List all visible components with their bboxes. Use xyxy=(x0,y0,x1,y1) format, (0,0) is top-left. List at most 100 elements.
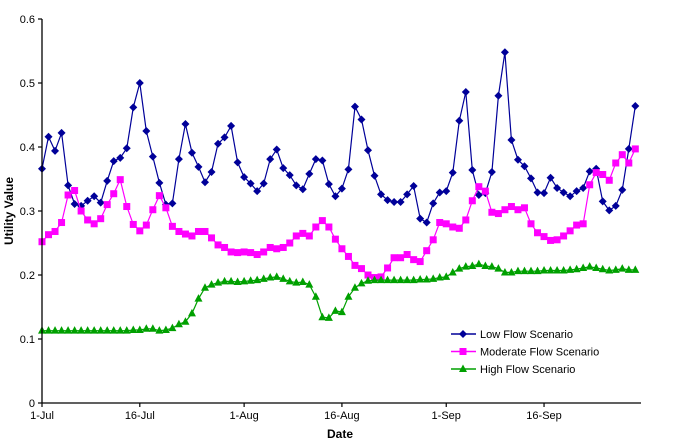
data-point xyxy=(279,243,287,251)
data-point xyxy=(247,249,255,257)
x-tick-label: 1-Sep xyxy=(432,410,461,422)
x-tick-label: 1-Aug xyxy=(229,410,258,422)
data-point xyxy=(520,162,529,171)
data-point xyxy=(135,325,144,334)
data-point xyxy=(266,243,274,251)
data-point xyxy=(77,326,86,334)
data-point xyxy=(103,176,112,185)
data-point xyxy=(448,267,457,276)
data-point xyxy=(155,178,164,187)
data-point xyxy=(618,185,627,194)
data-point xyxy=(136,227,144,235)
y-tick-label: 0.6 xyxy=(20,14,35,26)
data-point xyxy=(546,266,555,274)
data-point xyxy=(377,275,386,284)
data-point xyxy=(344,252,352,260)
data-point xyxy=(155,326,164,334)
data-point xyxy=(123,203,131,211)
data-point xyxy=(331,235,339,243)
data-point xyxy=(461,262,470,270)
data-point xyxy=(396,275,405,284)
data-point xyxy=(553,183,562,192)
series-high-flow-scenario xyxy=(38,259,640,334)
data-point xyxy=(416,258,424,266)
data-point xyxy=(357,265,365,273)
data-point xyxy=(168,323,177,332)
data-point xyxy=(403,190,412,199)
data-point xyxy=(455,224,463,232)
data-point xyxy=(71,187,79,195)
data-point xyxy=(311,292,320,300)
data-point xyxy=(494,91,503,100)
data-point xyxy=(416,214,425,223)
data-point xyxy=(494,264,503,272)
data-point xyxy=(487,262,496,270)
data-point xyxy=(598,264,607,273)
data-point xyxy=(527,174,535,183)
data-point xyxy=(540,189,549,198)
data-point xyxy=(240,276,249,285)
data-point xyxy=(181,119,190,128)
data-point xyxy=(96,198,105,207)
data-point xyxy=(605,266,614,274)
data-point xyxy=(364,146,372,155)
data-point xyxy=(266,155,275,164)
data-point xyxy=(181,230,189,238)
data-point xyxy=(384,264,392,272)
y-tick-label: 0.5 xyxy=(20,78,35,90)
data-point xyxy=(272,272,281,280)
data-point xyxy=(168,222,176,230)
data-point xyxy=(383,275,392,284)
data-point xyxy=(312,223,320,231)
data-point xyxy=(246,276,255,284)
data-point xyxy=(592,263,601,271)
data-point xyxy=(174,319,183,328)
data-point xyxy=(142,324,151,332)
data-point xyxy=(572,187,581,196)
data-point xyxy=(90,220,98,228)
data-point xyxy=(109,157,118,166)
data-point xyxy=(318,312,327,321)
data-point xyxy=(142,221,150,229)
data-point xyxy=(422,218,431,227)
data-point xyxy=(631,265,640,273)
data-point xyxy=(64,181,73,190)
data-point xyxy=(220,276,229,285)
data-point xyxy=(351,261,359,269)
data-point xyxy=(397,254,405,262)
data-point xyxy=(207,167,216,176)
data-point xyxy=(573,221,581,229)
data-point xyxy=(579,220,587,228)
data-point xyxy=(468,166,477,175)
data-point xyxy=(423,247,431,255)
data-point xyxy=(442,220,450,228)
data-point xyxy=(579,183,588,192)
data-point xyxy=(64,326,73,334)
data-point xyxy=(598,197,607,206)
data-point xyxy=(57,128,66,137)
data-point xyxy=(129,325,138,334)
data-point xyxy=(624,144,633,153)
y-tick-label: 0.4 xyxy=(20,142,35,154)
data-point xyxy=(214,241,222,249)
data-point xyxy=(318,217,326,225)
data-point xyxy=(416,274,425,283)
data-point xyxy=(442,272,451,280)
data-point xyxy=(513,155,522,164)
legend-item: Low Flow Scenario xyxy=(451,329,573,341)
data-point xyxy=(214,139,223,148)
data-point xyxy=(625,159,633,167)
data-point xyxy=(70,199,79,208)
data-point xyxy=(116,176,124,184)
data-point xyxy=(194,227,202,235)
data-point xyxy=(188,232,196,240)
x-tick-label: 16-Sep xyxy=(526,410,561,422)
data-point xyxy=(540,233,548,241)
series-line xyxy=(41,148,636,279)
x-tick-label: 16-Jul xyxy=(125,410,155,422)
data-point xyxy=(286,239,294,247)
data-point xyxy=(507,267,516,276)
data-point xyxy=(135,79,144,87)
axes-layer xyxy=(41,19,641,404)
data-point xyxy=(298,277,307,286)
